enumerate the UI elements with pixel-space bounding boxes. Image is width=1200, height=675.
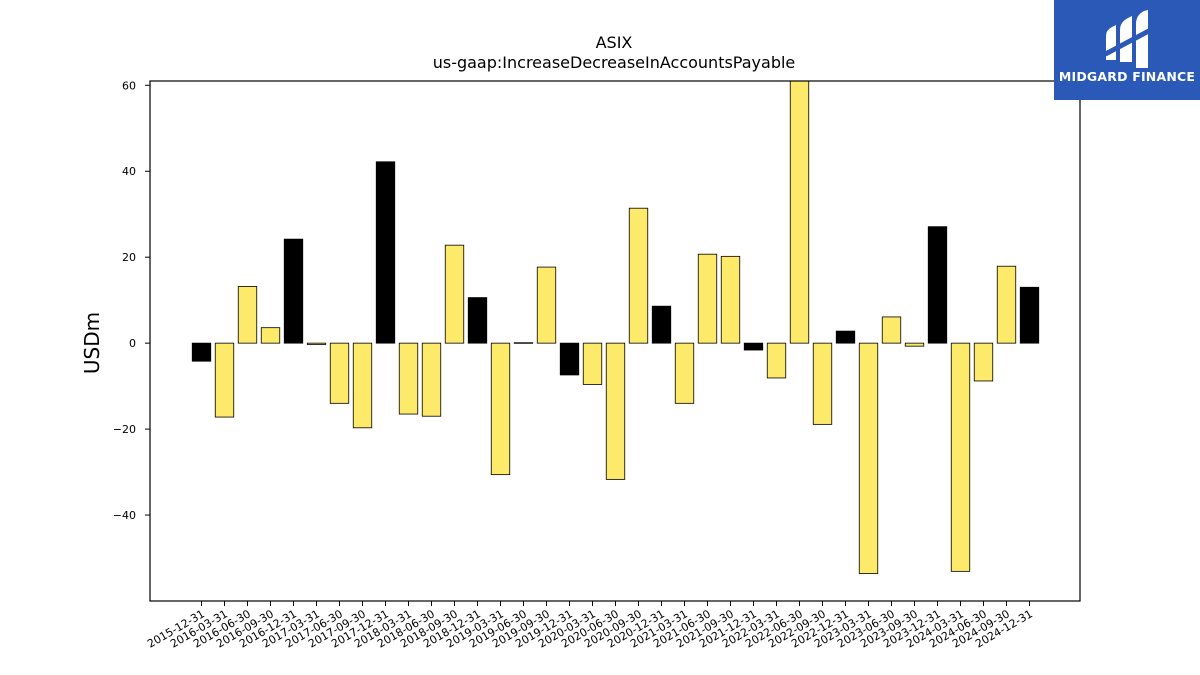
bar-2017-06-30 xyxy=(329,342,350,404)
bar-2017-12-31 xyxy=(375,161,396,344)
bar-2018-12-31 xyxy=(467,297,488,344)
plot-frame xyxy=(149,80,1081,602)
bar-2016-09-30 xyxy=(260,327,281,344)
bar-2020-06-30 xyxy=(605,342,626,480)
bar-2021-06-30 xyxy=(697,253,718,344)
bar-2020-03-31 xyxy=(582,342,603,385)
bar-2019-12-31 xyxy=(559,342,580,376)
bar-2016-03-31 xyxy=(214,342,235,418)
bar-2024-06-30 xyxy=(973,342,994,382)
chart-title: ASIX xyxy=(596,33,633,52)
bar-2018-03-31 xyxy=(398,342,419,415)
bar-2023-06-30 xyxy=(881,316,902,344)
bar-2024-12-31 xyxy=(1019,286,1040,344)
bar-2021-12-31 xyxy=(743,342,764,351)
bar-2024-03-31 xyxy=(950,342,971,572)
bar-2023-03-31 xyxy=(858,342,879,574)
bars-group xyxy=(191,80,1040,574)
x-axis: 2015-12-312016-03-312016-06-302016-09-30… xyxy=(145,601,1035,651)
bar-2016-12-31 xyxy=(283,238,304,344)
midgard-finance-logo: MIDGARD FINANCE xyxy=(1054,0,1200,100)
bar-2017-09-30 xyxy=(352,342,373,429)
y-tick-label: −20 xyxy=(113,423,136,436)
bar-2022-03-31 xyxy=(766,342,787,379)
bar-2024-09-30 xyxy=(996,265,1017,344)
y-tick-label: 20 xyxy=(122,251,136,264)
bar-2023-09-30 xyxy=(904,342,925,347)
bar-2019-06-30 xyxy=(513,342,534,344)
bar-2022-06-30 xyxy=(789,80,810,344)
bar-2018-06-30 xyxy=(421,342,442,417)
y-tick-label: 0 xyxy=(129,337,136,350)
bar-2021-09-30 xyxy=(720,255,741,344)
y-axis-label: USDm xyxy=(80,312,104,374)
y-axis: 60 40 20 0 −20 −40 xyxy=(113,79,150,522)
bar-2016-06-30 xyxy=(237,286,258,344)
bar-2019-09-30 xyxy=(536,266,557,344)
y-tick-label: 60 xyxy=(122,79,136,92)
bar-2022-12-31 xyxy=(835,330,856,344)
bar-2015-12-31 xyxy=(191,342,212,362)
bar-2021-03-31 xyxy=(674,342,695,404)
logo-text: MIDGARD FINANCE xyxy=(1058,69,1196,84)
midgard-logo-icon xyxy=(1103,10,1151,68)
bar-2017-03-31 xyxy=(306,342,327,345)
bar-2022-09-30 xyxy=(812,342,833,425)
bar-2019-03-31 xyxy=(490,342,511,476)
y-tick-label: −40 xyxy=(113,509,136,522)
bar-2020-09-30 xyxy=(628,207,649,344)
chart-subtitle: us-gaap:IncreaseDecreaseInAccountsPayabl… xyxy=(433,53,796,72)
y-tick-label: 40 xyxy=(122,165,136,178)
bar-2018-09-30 xyxy=(444,244,465,344)
bar-2020-12-31 xyxy=(651,305,672,344)
bar-2023-12-31 xyxy=(927,226,948,344)
